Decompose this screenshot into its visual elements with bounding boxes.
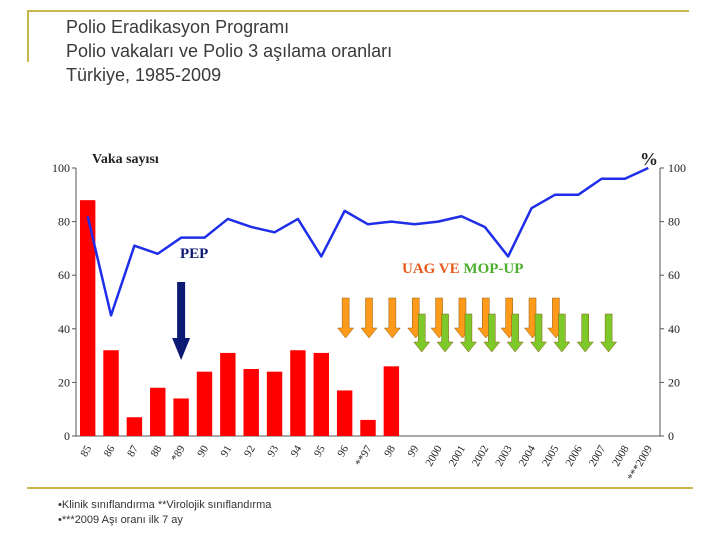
green-arrow [413,313,431,353]
left-tick-label: 0 [64,429,70,443]
bar [150,387,166,436]
left-tick-label: 40 [58,322,70,336]
title-line-1: Polio Eradikasyon Programı [66,17,290,37]
x-tick-label: *89 [169,443,188,464]
x-tick-label: 88 [148,443,164,459]
x-tick-label: 92 [242,444,258,460]
left-tick-label: 100 [52,161,70,175]
bar [290,350,306,436]
x-tick-label: 2007 [587,443,609,468]
green-arrow [529,313,548,353]
y2-axis-label: % [640,149,658,169]
left-tick-label: 80 [58,215,70,229]
bar [173,398,189,436]
green-arrow [459,313,477,353]
footnotes: •Klinik sınıflandırma **Virolojik sınıfl… [58,498,271,528]
green-arrow [483,313,501,353]
green-arrow [506,313,524,353]
uag-ve-text: UAG VE [402,261,463,277]
x-tick-label: 2008 [610,443,632,468]
x-tick-label: 2003 [493,443,515,468]
slide-frame-top [27,10,689,12]
right-tick-label: 0 [668,429,674,443]
right-tick-label: 40 [668,322,680,336]
x-tick-label: 2005 [540,443,562,468]
footnote-2: •***2009 Aşı oranı ilk 7 ay [58,514,183,526]
title-line-3: Türkiye, 1985-2009 [66,65,222,85]
bar [336,390,353,436]
x-tick-label: **97 [353,443,375,468]
x-tick-label: 96 [335,443,351,459]
x-tick-label: 94 [289,443,305,459]
x-tick-label: 87 [125,443,141,459]
pep-arrow [172,282,191,360]
vaccination-line [86,166,649,317]
x-tick-label: 93 [265,443,281,459]
slide-frame-bottom [27,487,693,489]
bar [220,352,236,436]
uag-mopup-label: UAG VE MOP-UP [402,261,523,277]
right-tick-label: 20 [668,375,680,389]
green-arrow [600,313,618,353]
x-tick-label: 2006 [563,443,585,468]
green-arrow [553,313,571,353]
slide-frame-left [27,10,29,62]
bar [126,417,143,436]
orange-arrow [337,297,355,339]
x-tick-label: 95 [312,443,328,459]
x-tick-label: 98 [382,443,398,459]
footnote-1: •Klinik sınıflandırma **Virolojik sınıfl… [58,499,272,511]
right-tick-label: 100 [668,161,686,175]
green-arrow [436,313,454,353]
x-tick-label: 2004 [517,443,539,468]
y-axis-label: Vaka sayısı [92,152,159,167]
right-tick-label: 80 [668,215,680,229]
mop-up-text: MOP-UP [463,261,523,277]
bar [360,419,376,436]
bar [383,366,400,436]
x-tick-label: 99 [405,443,421,459]
x-tick-label: 85 [78,443,94,459]
x-tick-label: 90 [195,443,211,459]
x-tick-label: 2001 [447,444,468,469]
bar [266,371,283,436]
left-tick-label: 20 [58,375,70,389]
left-tick-label: 60 [58,268,70,282]
pep-label: PEP [180,246,208,262]
x-tick-label: 86 [102,443,118,459]
orange-arrow [383,297,401,339]
slide-title: Polio Eradikasyon Programı Polio vakalar… [66,15,392,87]
bar [243,369,259,436]
bar [103,350,119,436]
orange-arrow [360,297,378,339]
x-tick-label: 2000 [423,443,445,468]
title-line-2: Polio vakaları ve Polio 3 aşılama oranla… [66,41,393,61]
bar [313,352,329,436]
x-tick-label: 91 [219,444,235,460]
x-tick-label: 2002 [470,444,491,469]
right-tick-label: 60 [668,268,680,282]
bar [79,200,96,436]
green-arrow [576,313,594,353]
bar [196,371,213,436]
